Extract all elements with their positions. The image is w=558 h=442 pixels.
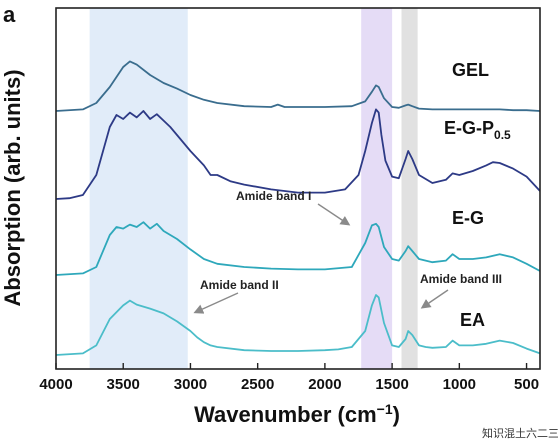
- series-line-e-g-p: [55, 108, 541, 200]
- annotation-amide-band-ii: Amide band II: [200, 278, 279, 292]
- y-axis-title: Absorption (arb. units): [0, 69, 25, 306]
- panel-label: a: [3, 2, 16, 27]
- x-tick-label: 2500: [241, 376, 274, 393]
- x-tick-label: 1000: [443, 376, 476, 393]
- highlight-bands: [89, 8, 418, 369]
- highlight-band: [401, 8, 418, 369]
- x-tick-label: 2000: [308, 376, 341, 393]
- x-tick-label: 1500: [375, 376, 408, 393]
- spectra-lines: [55, 60, 541, 356]
- x-axis-ticks: 4000 3500 3000 2500 2000 1500 1000 500: [39, 363, 539, 393]
- annotation-amide-band-iii: Amide band III: [420, 272, 502, 286]
- arrow-amide-band-i: [317, 203, 351, 226]
- highlight-band: [89, 8, 188, 369]
- highlight-band: [361, 8, 393, 369]
- watermark-bg: [478, 424, 558, 442]
- x-axis-title: Wavenumber (cm−1): [194, 401, 400, 427]
- watermark: 知识混土六二三: [482, 426, 558, 440]
- x-tick-label: 500: [514, 376, 539, 393]
- series-label-ea: EA: [460, 310, 485, 330]
- annotation-amide-band-i: Amide band I: [236, 189, 311, 203]
- x-tick-label: 3000: [174, 376, 207, 393]
- series-label-egp: E-G-P0.5: [444, 118, 511, 142]
- plot-frame: [55, 7, 541, 370]
- series-label-gel: GEL: [452, 60, 489, 80]
- x-tick-label: 4000: [39, 376, 72, 393]
- arrow-amide-band-iii: [420, 289, 449, 309]
- series-label-eg: E-G: [452, 208, 484, 228]
- series-line-gel: [55, 60, 541, 112]
- series-line-ea: [55, 294, 541, 356]
- x-tick-label: 3500: [107, 376, 140, 393]
- arrow-amide-band-ii: [193, 292, 239, 314]
- series-line-e-g: [55, 221, 541, 276]
